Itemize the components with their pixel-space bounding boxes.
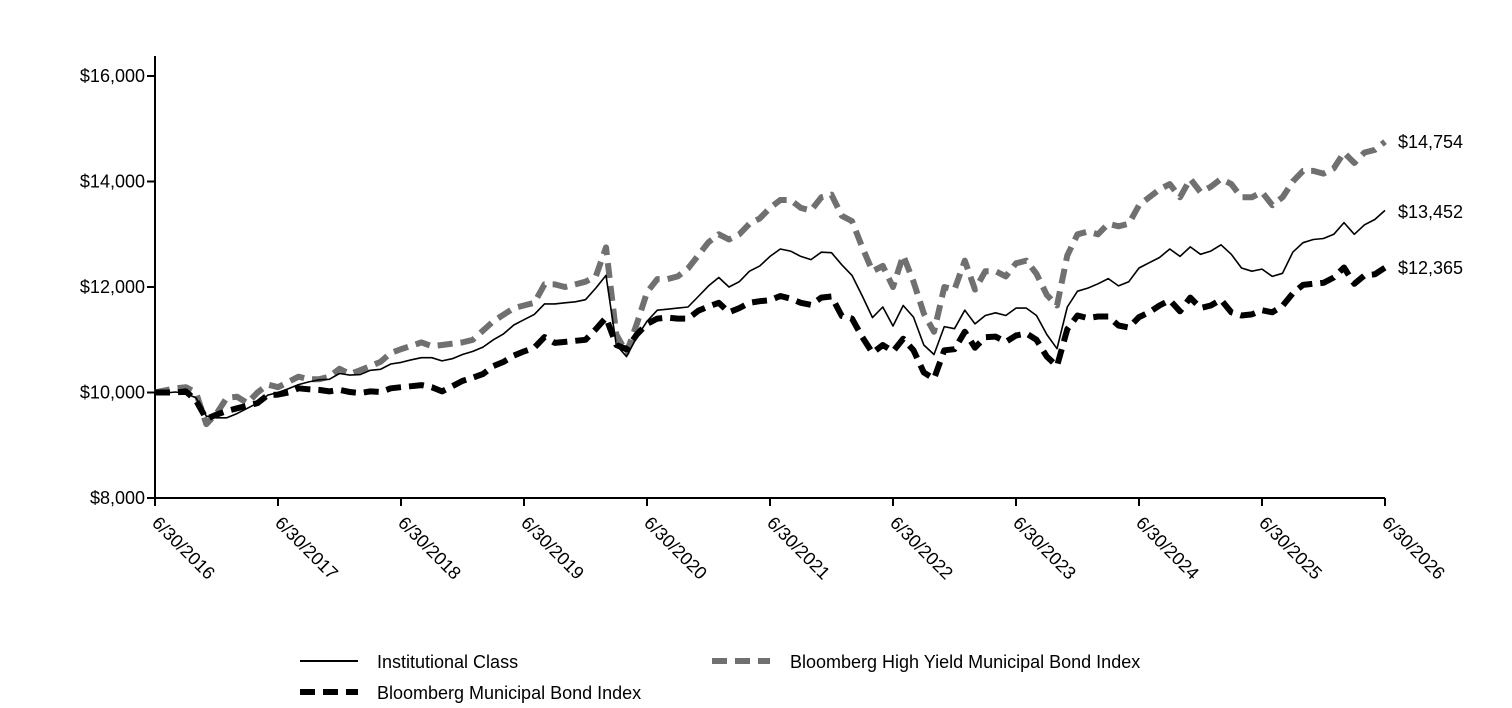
chart-series-layer xyxy=(154,139,1387,428)
end-label-municipal-bond: $12,365 xyxy=(1398,258,1463,278)
x-tick-label: 6/30/2018 xyxy=(394,513,465,584)
y-tick-label: $12,000 xyxy=(80,277,145,297)
series-line-high-yield-municipal xyxy=(154,139,1387,428)
x-tick-label: 6/30/2016 xyxy=(148,513,219,584)
chart-legend: Institutional Class Bloomberg High Yield… xyxy=(300,652,1140,703)
series-line-municipal-bond xyxy=(155,264,1387,422)
x-tick-label: 6/30/2022 xyxy=(886,513,957,584)
chart-axes: $8,000 $10,000 $12,000 $14,000 $16,000 6/30/2… xyxy=(80,56,1449,583)
y-tick-label: $14,000 xyxy=(80,172,145,192)
legend-label-high-yield-municipal: Bloomberg High Yield Municipal Bond Inde… xyxy=(790,652,1140,672)
x-tick-label: 6/30/2025 xyxy=(1255,513,1326,584)
x-tick-label: 6/30/2019 xyxy=(517,513,588,584)
y-tick-label: $10,000 xyxy=(80,383,145,403)
x-tick-label: 6/30/2024 xyxy=(1132,513,1203,584)
x-tick-label: 6/30/2017 xyxy=(271,513,342,584)
legend-label-institutional-class: Institutional Class xyxy=(377,652,518,672)
x-tick-label: 6/30/2021 xyxy=(763,513,834,584)
y-tick-label: $8,000 xyxy=(90,488,145,508)
end-labels: $13,452 $14,754 $12,365 xyxy=(1398,132,1463,278)
end-label-high-yield-municipal: $14,754 xyxy=(1398,132,1463,152)
legend-label-municipal-bond: Bloomberg Municipal Bond Index xyxy=(377,683,641,703)
x-tick-label: 6/30/2023 xyxy=(1009,513,1080,584)
x-tick-label: 6/30/2020 xyxy=(640,513,711,584)
series-line-institutional-class xyxy=(154,209,1386,419)
x-tick-label: 6/30/2026 xyxy=(1378,513,1449,584)
end-label-institutional-class: $13,452 xyxy=(1398,202,1463,222)
y-tick-label: $16,000 xyxy=(80,66,145,86)
